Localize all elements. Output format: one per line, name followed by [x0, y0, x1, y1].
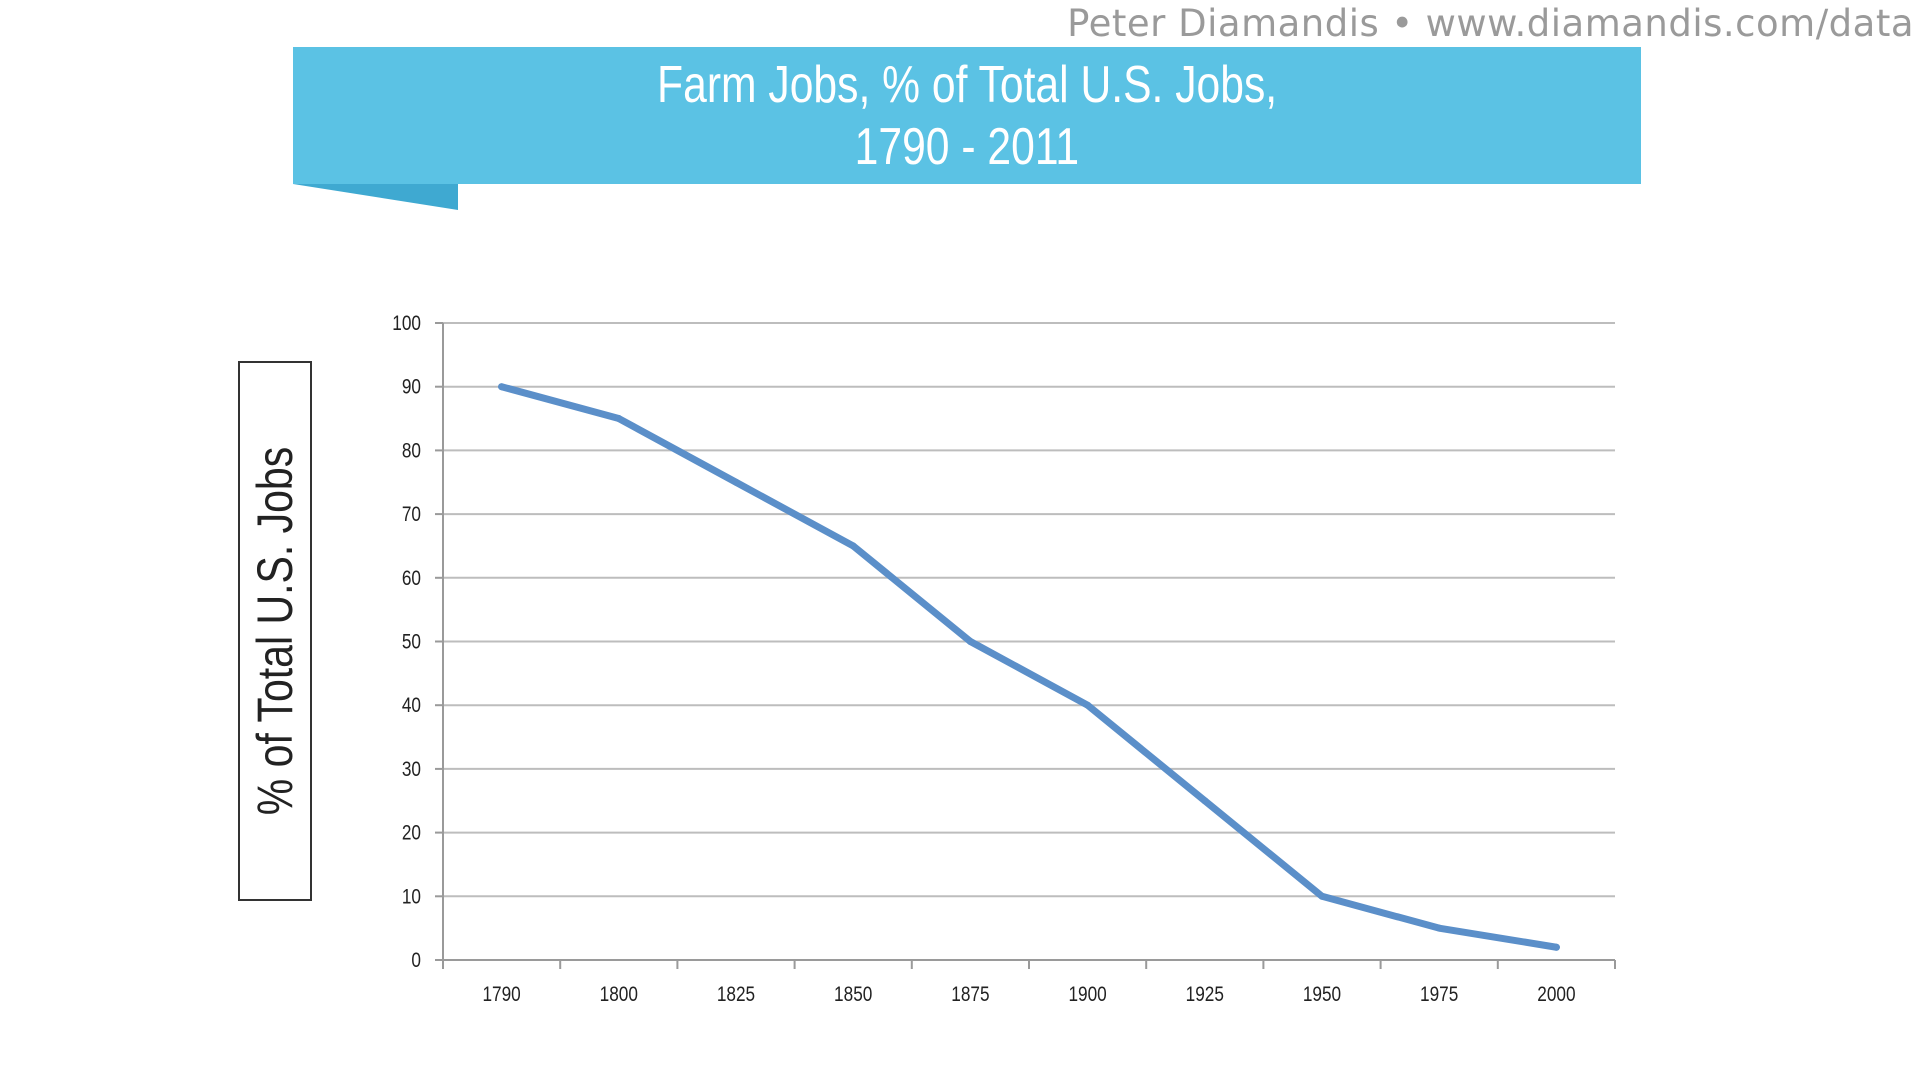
- y-tick-label-10: 10: [402, 886, 421, 909]
- data-point-1790: [498, 383, 506, 391]
- banner-fold: [293, 184, 458, 210]
- x-tick-label-1825: 1825: [717, 984, 755, 1007]
- y-tick-label-20: 20: [402, 822, 421, 845]
- x-tick-label-1925: 1925: [1186, 984, 1224, 1007]
- data-point-1850: [849, 542, 857, 550]
- y-tick-label-100: 100: [392, 313, 421, 336]
- y-tick-label-40: 40: [402, 695, 421, 718]
- series-line-0: [498, 383, 1560, 951]
- y-tick-label-80: 80: [402, 440, 421, 463]
- y-tick-label-60: 60: [402, 567, 421, 590]
- y-tick-label-90: 90: [402, 376, 421, 399]
- data-point-1975: [1435, 924, 1443, 932]
- x-tick-label-1875: 1875: [951, 984, 989, 1007]
- x-tick-label-1800: 1800: [600, 984, 638, 1007]
- chart-title: Farm Jobs, % of Total U.S. Jobs,: [656, 55, 1278, 114]
- attribution: Peter Diamandis • www.diamandis.com/data: [1067, 2, 1914, 45]
- data-point-1800: [615, 415, 623, 423]
- x-tick-label-1790: 1790: [482, 984, 520, 1007]
- y-tick-label-0: 0: [411, 950, 421, 973]
- attribution-separator: •: [1391, 2, 1414, 45]
- data-point-1950: [1318, 892, 1326, 900]
- title-banner: Farm Jobs, % of Total U.S. Jobs, 1790 - …: [293, 47, 1641, 184]
- attribution-author: Peter Diamandis: [1067, 2, 1380, 45]
- attribution-url: www.diamandis.com/data: [1425, 2, 1914, 45]
- x-tick-label-2000: 2000: [1537, 984, 1575, 1007]
- x-tick-label-1900: 1900: [1068, 984, 1106, 1007]
- y-axis-label-box: % of Total U.S. Jobs: [238, 361, 312, 901]
- chart-subtitle: 1790 - 2011: [854, 117, 1080, 176]
- x-tick-label-1850: 1850: [834, 984, 872, 1007]
- y-tick-label-50: 50: [402, 631, 421, 654]
- data-point-1925: [1201, 797, 1209, 805]
- y-tick-label-30: 30: [402, 758, 421, 781]
- data-point-1875: [966, 638, 974, 645]
- data-point-1900: [1084, 701, 1092, 709]
- x-tick-label-1975: 1975: [1420, 984, 1458, 1007]
- data-point-1825: [732, 478, 740, 486]
- x-tick-label-1950: 1950: [1303, 984, 1341, 1007]
- data-point-2000: [1552, 943, 1560, 951]
- y-tick-label-70: 70: [402, 504, 421, 527]
